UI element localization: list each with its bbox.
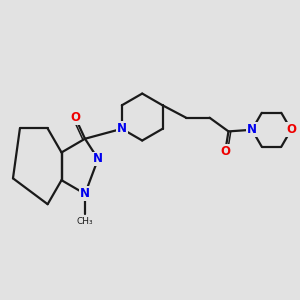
Text: O: O <box>70 111 80 124</box>
Text: N: N <box>117 122 127 135</box>
Text: O: O <box>220 145 230 158</box>
Text: N: N <box>247 123 257 136</box>
Text: N: N <box>93 152 103 166</box>
Text: N: N <box>80 188 90 200</box>
Text: CH₃: CH₃ <box>77 217 93 226</box>
Text: O: O <box>286 123 296 136</box>
